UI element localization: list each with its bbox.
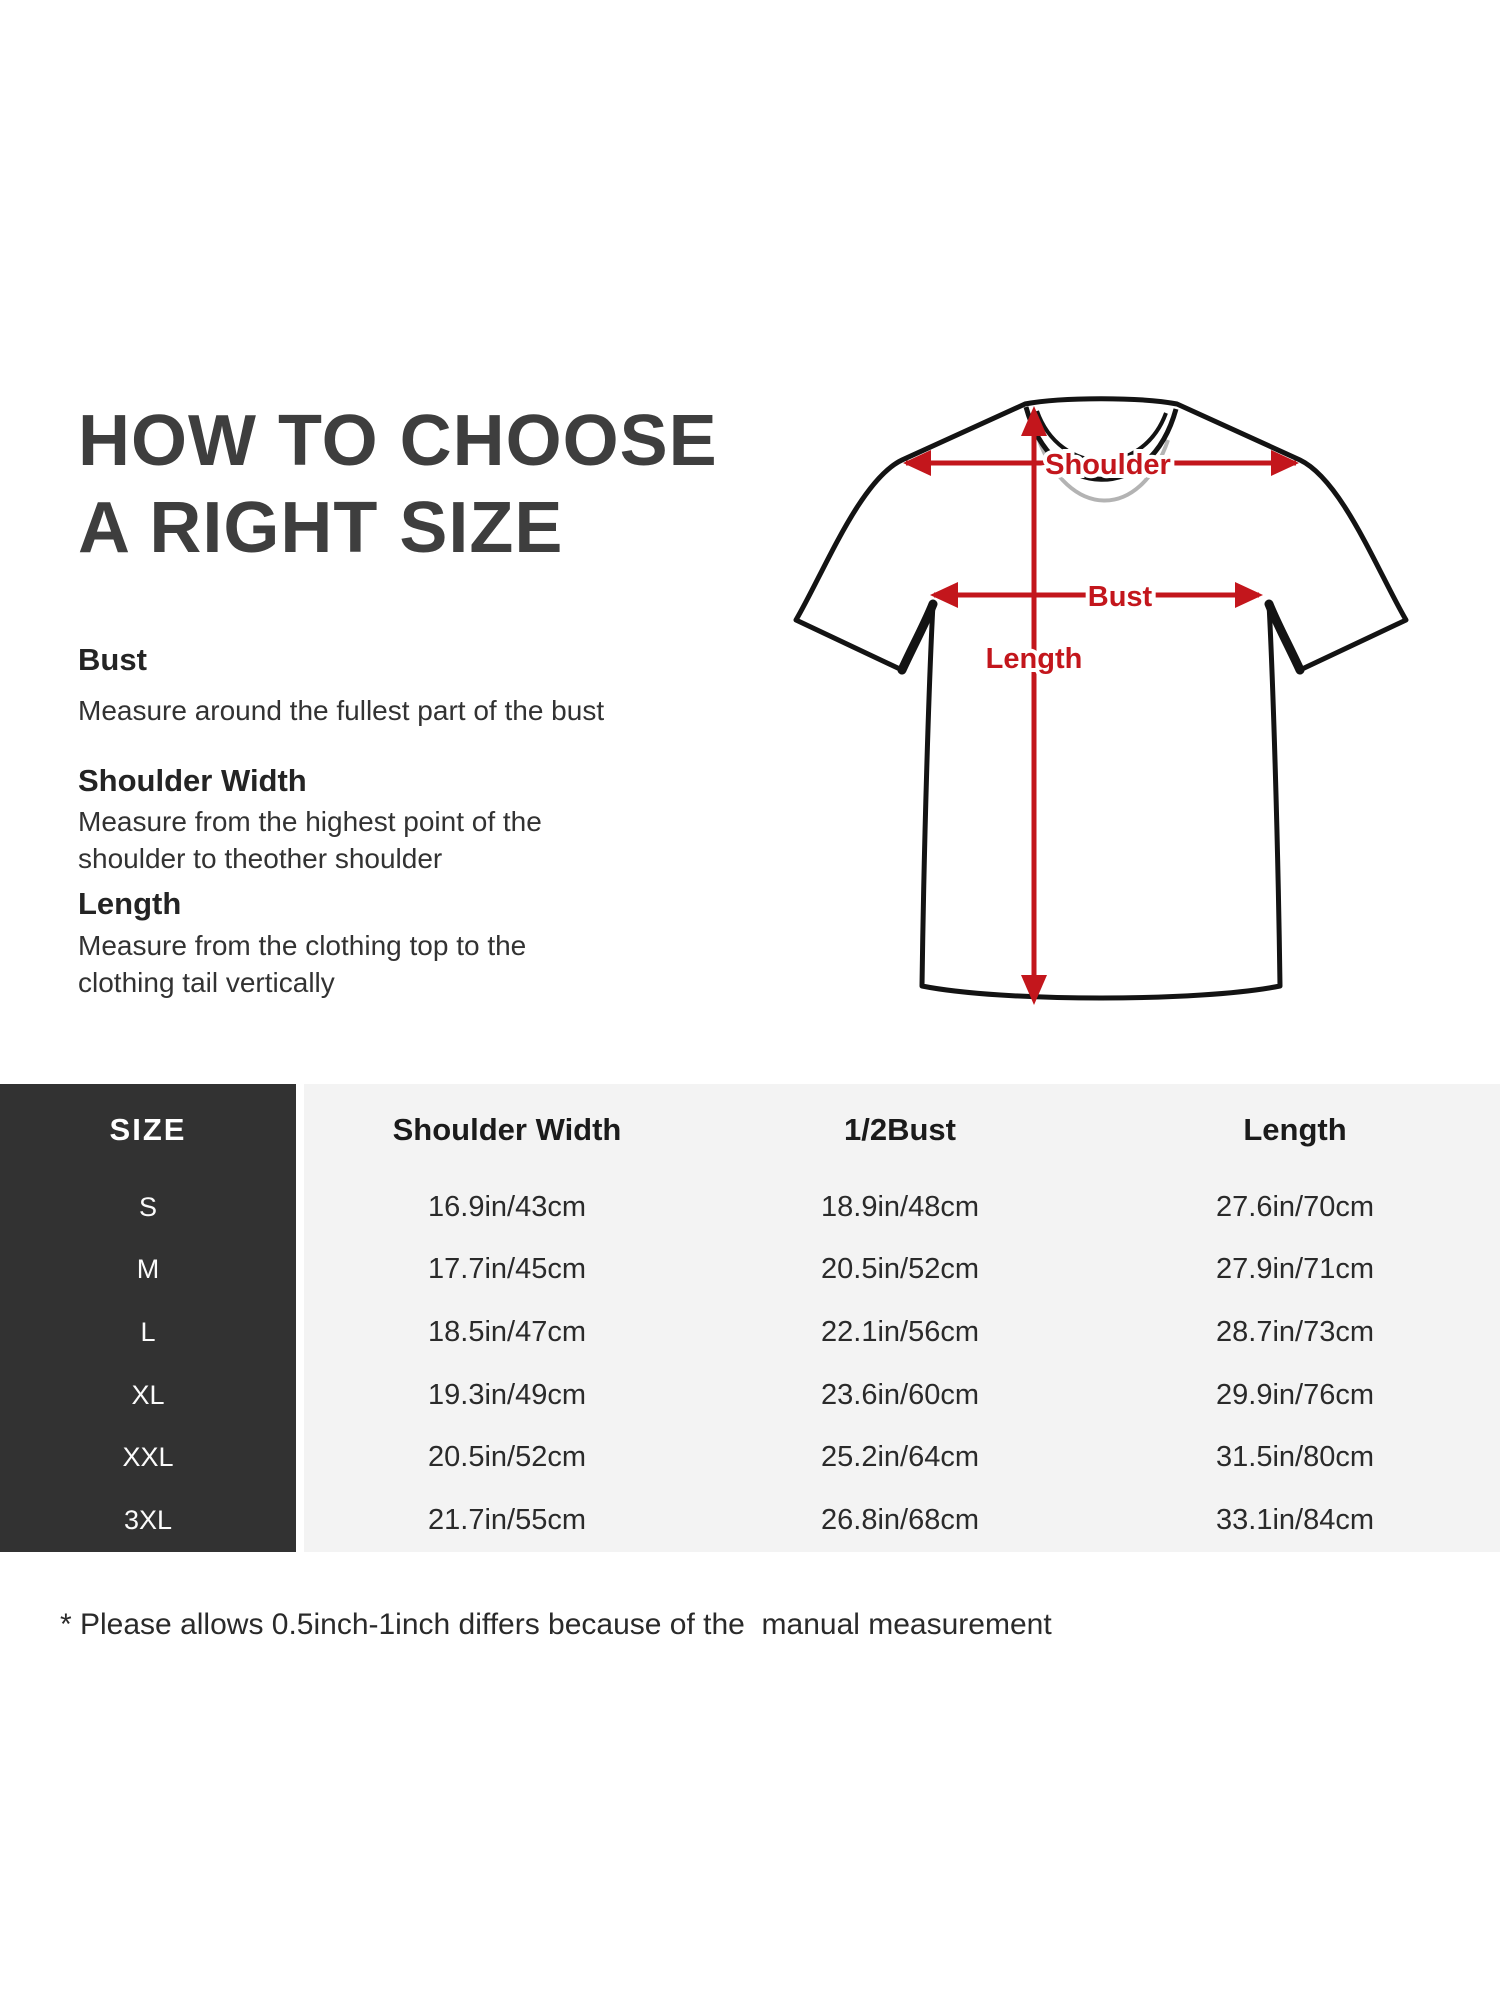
column-header-shoulder-width: Shoulder Width: [392, 1112, 622, 1147]
size-table: SIZE Shoulder Width 1/2Bust Length S 16.…: [0, 1084, 1500, 1552]
row-l-shoulder: 18.5in/47cm: [428, 1315, 586, 1348]
shoulder-arrow-label: Shoulder: [1045, 449, 1171, 481]
measurement-disclaimer: * Please allows 0.5inch-1inch differs be…: [60, 1608, 1052, 1641]
page-title-line-1: HOW TO CHOOSE: [78, 401, 718, 481]
column-header-length: Length: [1243, 1112, 1347, 1147]
size-column-background: [0, 1084, 296, 1552]
row-xl-size-label: XL: [131, 1379, 165, 1410]
bust-arrow-label: Bust: [1088, 581, 1153, 613]
row-xxl-length: 31.5in/80cm: [1216, 1441, 1374, 1474]
row-l-length: 28.7in/73cm: [1216, 1315, 1374, 1348]
row-l-size-label: L: [140, 1316, 156, 1347]
row-3xl-size-label: 3XL: [123, 1504, 173, 1535]
row-s-size-label: S: [138, 1191, 157, 1222]
length-description: Measure from the clothing top to the clo…: [78, 930, 527, 998]
table-background: [304, 1084, 1500, 1552]
row-xxl-size-label: XXL: [122, 1442, 174, 1473]
row-3xl-shoulder: 21.7in/55cm: [428, 1503, 586, 1536]
row-l-half-bust: 22.1in/56cm: [821, 1315, 979, 1348]
row-xl-length: 29.9in/76cm: [1216, 1378, 1374, 1411]
length-arrow: [1021, 406, 1047, 1005]
shoulder-width-description: Measure from the highest point of the sh…: [78, 806, 542, 874]
row-s-shoulder: 16.9in/43cm: [428, 1190, 586, 1223]
bust-arrow: [930, 582, 1263, 608]
tshirt-diagram: Shoulder Bust Length: [793, 396, 1409, 1005]
bust-description: Measure around the fullest part of the b…: [78, 695, 605, 726]
row-xl-shoulder: 19.3in/49cm: [428, 1378, 586, 1411]
length-heading: Length: [78, 886, 182, 921]
row-3xl-half-bust: 26.8in/68cm: [821, 1503, 979, 1536]
tshirt-outline-icon: [793, 396, 1409, 1001]
column-header-size: SIZE: [109, 1112, 187, 1147]
row-xxl-shoulder: 20.5in/52cm: [428, 1441, 586, 1474]
row-3xl-length: 33.1in/84cm: [1216, 1503, 1374, 1536]
row-m-half-bust: 20.5in/52cm: [821, 1253, 979, 1286]
row-m-length: 27.9in/71cm: [1216, 1253, 1374, 1286]
row-xl-half-bust: 23.6in/60cm: [821, 1378, 979, 1411]
row-s-half-bust: 18.9in/48cm: [821, 1190, 979, 1223]
row-m-shoulder: 17.7in/45cm: [428, 1253, 586, 1286]
bust-heading: Bust: [78, 642, 147, 677]
shoulder-arrow: [903, 450, 1299, 476]
row-m-size-label: M: [136, 1254, 160, 1285]
page-title-line-2: A RIGHT SIZE: [78, 488, 564, 568]
row-s-length: 27.6in/70cm: [1216, 1190, 1374, 1223]
shoulder-width-heading: Shoulder Width: [78, 763, 307, 798]
size-table-grid: SIZE Shoulder Width 1/2Bust Length S 16.…: [0, 1084, 1500, 1552]
length-arrow-label: Length: [986, 643, 1083, 675]
row-xxl-half-bust: 25.2in/64cm: [821, 1441, 979, 1474]
column-header-half-bust: 1/2Bust: [844, 1112, 956, 1147]
